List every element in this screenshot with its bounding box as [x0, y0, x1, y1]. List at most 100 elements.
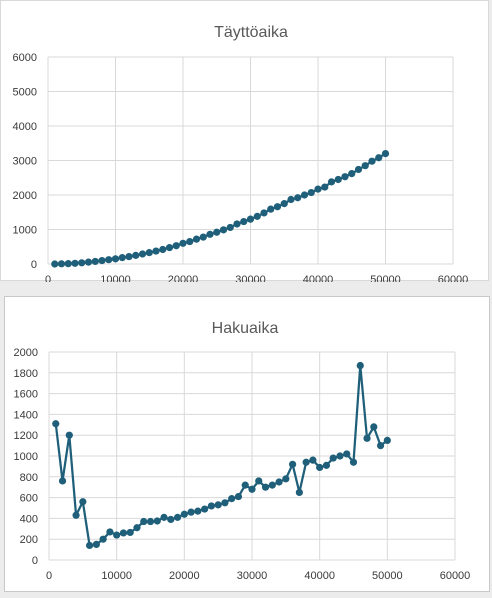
data-point-taytto-48: [375, 154, 383, 162]
data-point-taytto-45: [354, 165, 363, 174]
data-point-taytto-6: [91, 257, 99, 266]
data-point-taytto-26: [226, 223, 234, 232]
data-point-taytto-16: [159, 245, 167, 254]
data-point-taytto-49: [381, 150, 390, 158]
y-tick-label-haku-3: 600: [20, 493, 38, 505]
data-point-haku-3: [72, 511, 80, 519]
y-tick-label-taytto-1: 1000: [13, 225, 37, 237]
data-point-haku-15: [153, 517, 161, 525]
series-line-taytto-0: [54, 152, 387, 266]
chart-panel-taytto: Täyttöaika 0 1000 2000 3000 4000 5000 6000 0 1000…: [0, 0, 489, 282]
data-point-taytto-36: [294, 194, 302, 202]
data-point-taytto-25: [219, 226, 228, 234]
data-point-taytto-10: [118, 254, 126, 262]
data-point-taytto-33: [273, 203, 282, 211]
data-point-haku-27: [234, 492, 243, 501]
chart-panel-haku: Hakuaika 0 200 400 600 800 1000 1200 1400 1600 180…: [4, 296, 490, 592]
y-tick-label-haku-0: 0: [32, 555, 38, 567]
y-tick-label-taytto-4: 4000: [13, 121, 37, 133]
x-tick-label-haku-0: 0: [46, 570, 52, 582]
y-tick-label-haku-1: 200: [20, 534, 38, 546]
data-point-haku-1: [58, 477, 67, 485]
data-point-haku-40: [322, 461, 331, 469]
data-point-haku-42: [336, 452, 344, 460]
data-point-haku-6: [92, 540, 100, 548]
data-point-taytto-28: [240, 217, 248, 226]
data-point-taytto-31: [260, 209, 268, 217]
x-tick-label-haku-3: 30000: [237, 570, 268, 582]
data-point-taytto-35: [287, 195, 295, 204]
data-point-haku-38: [309, 456, 317, 464]
x-tick-label-haku-5: 50000: [372, 570, 403, 582]
data-point-taytto-1: [57, 260, 66, 268]
x-tick-label-haku-6: 60000: [440, 570, 471, 582]
y-tick-label-haku-2: 400: [20, 513, 38, 525]
chart-title-haku: Hakuaika: [212, 320, 279, 337]
data-point-haku-19: [180, 510, 188, 518]
data-point-haku-20: [187, 508, 195, 516]
x-tick-label-taytto-4: 40000: [303, 274, 334, 282]
data-point-taytto-0: [51, 260, 59, 268]
data-point-taytto-2: [64, 260, 72, 268]
data-point-taytto-23: [206, 230, 214, 238]
y-tick-label-taytto-5: 5000: [13, 87, 37, 99]
data-point-taytto-8: [105, 256, 113, 264]
x-tick-label-haku-4: 40000: [304, 570, 335, 582]
x-tick-label-taytto-0: 0: [45, 274, 51, 282]
x-tick-label-taytto-3: 30000: [235, 274, 266, 282]
data-point-taytto-19: [179, 239, 187, 247]
x-tick-label-haku-1: 10000: [101, 570, 132, 582]
data-point-taytto-32: [267, 205, 275, 213]
y-tick-label-taytto-2: 2000: [13, 190, 37, 202]
data-point-taytto-39: [314, 185, 322, 193]
data-point-haku-23: [207, 502, 215, 510]
data-point-haku-2: [65, 431, 73, 439]
data-point-haku-39: [316, 463, 324, 472]
chart-haku: Hakuaika 0 200 400 600 800 1000 1200 1400 1600 180…: [14, 320, 471, 582]
data-point-haku-30: [255, 477, 263, 485]
data-point-haku-12: [133, 524, 141, 532]
data-point-taytto-47: [368, 157, 376, 165]
data-point-taytto-14: [145, 249, 153, 257]
data-point-taytto-40: [321, 183, 329, 191]
data-point-haku-25: [221, 499, 229, 507]
data-point-haku-43: [343, 450, 351, 458]
data-point-taytto-21: [192, 235, 201, 243]
x-tick-label-taytto-6: 60000: [438, 274, 469, 282]
data-point-taytto-17: [165, 244, 174, 252]
y-tick-label-haku-6: 1200: [14, 430, 38, 442]
data-point-haku-28: [241, 481, 249, 489]
data-point-haku-26: [228, 495, 236, 503]
data-point-taytto-9: [111, 255, 120, 263]
data-point-taytto-22: [199, 233, 207, 241]
data-point-haku-34: [282, 475, 290, 483]
y-tick-label-taytto-3: 3000: [13, 156, 37, 168]
x-tick-label-taytto-1: 10000: [100, 274, 131, 282]
y-tick-label-taytto-6: 6000: [13, 52, 37, 64]
data-point-haku-35: [289, 460, 297, 468]
data-point-haku-4: [79, 498, 87, 506]
data-point-taytto-15: [152, 247, 160, 255]
data-point-haku-41: [329, 454, 337, 462]
data-point-haku-36: [295, 488, 303, 496]
data-point-haku-11: [126, 528, 134, 537]
data-point-haku-0: [52, 420, 60, 428]
y-tick-label-haku-5: 1000: [14, 451, 38, 463]
y-tick-label-haku-4: 800: [20, 472, 38, 484]
data-point-taytto-13: [138, 250, 147, 258]
data-point-taytto-29: [246, 215, 255, 223]
data-point-haku-31: [261, 483, 270, 491]
x-tick-label-taytto-5: 50000: [370, 274, 401, 282]
data-point-taytto-12: [132, 251, 140, 259]
data-point-haku-5: [86, 541, 94, 550]
data-point-haku-17: [167, 515, 175, 524]
data-point-haku-10: [119, 529, 128, 537]
data-point-haku-44: [349, 458, 358, 466]
data-point-haku-18: [173, 513, 182, 521]
data-point-taytto-18: [172, 242, 180, 250]
data-point-haku-32: [268, 481, 276, 489]
data-point-taytto-24: [213, 228, 221, 236]
data-point-haku-47: [370, 423, 378, 431]
data-point-haku-37: [302, 458, 310, 466]
